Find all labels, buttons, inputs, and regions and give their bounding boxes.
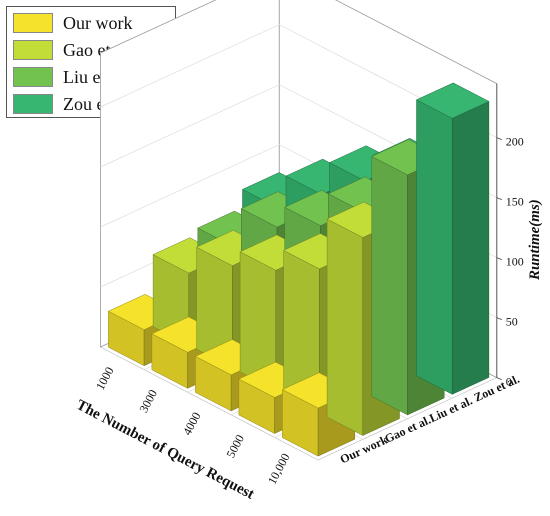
z-tick-label: 150 <box>506 195 524 209</box>
legend-item-our-work: Our work <box>13 11 133 35</box>
legend-swatch <box>13 40 53 60</box>
x-tick-label: 4000 <box>180 410 204 438</box>
z-tick-mark <box>496 257 502 260</box>
legend-swatch <box>13 13 53 33</box>
z-tick-mark <box>496 377 502 380</box>
bar-face-top <box>415 82 490 119</box>
z-tick-label: 200 <box>506 135 524 149</box>
x-tick-label: 1000 <box>93 365 117 393</box>
z-tick-label: 0 <box>506 375 512 389</box>
z-tick-mark <box>496 137 502 140</box>
legend-label: Our work <box>63 12 133 33</box>
z-tick-label: 100 <box>506 255 524 269</box>
x-tick-label: 10,000 <box>265 451 293 487</box>
legend-swatch <box>13 94 53 114</box>
bar-face-left <box>371 155 408 416</box>
z-tick-mark <box>496 317 502 320</box>
z-tick-mark <box>496 197 502 200</box>
bars <box>107 82 490 457</box>
bar-face-left <box>326 218 364 436</box>
legend-swatch <box>13 67 53 87</box>
bar-face-right <box>451 101 490 395</box>
x-tick-label: 5000 <box>223 432 247 460</box>
bar-face-left <box>416 99 453 395</box>
z-axis-title: Runtime(ms) <box>527 199 543 281</box>
z-tick-label: 50 <box>506 315 518 329</box>
x-tick-label: 3000 <box>136 387 160 415</box>
bar <box>415 82 490 395</box>
